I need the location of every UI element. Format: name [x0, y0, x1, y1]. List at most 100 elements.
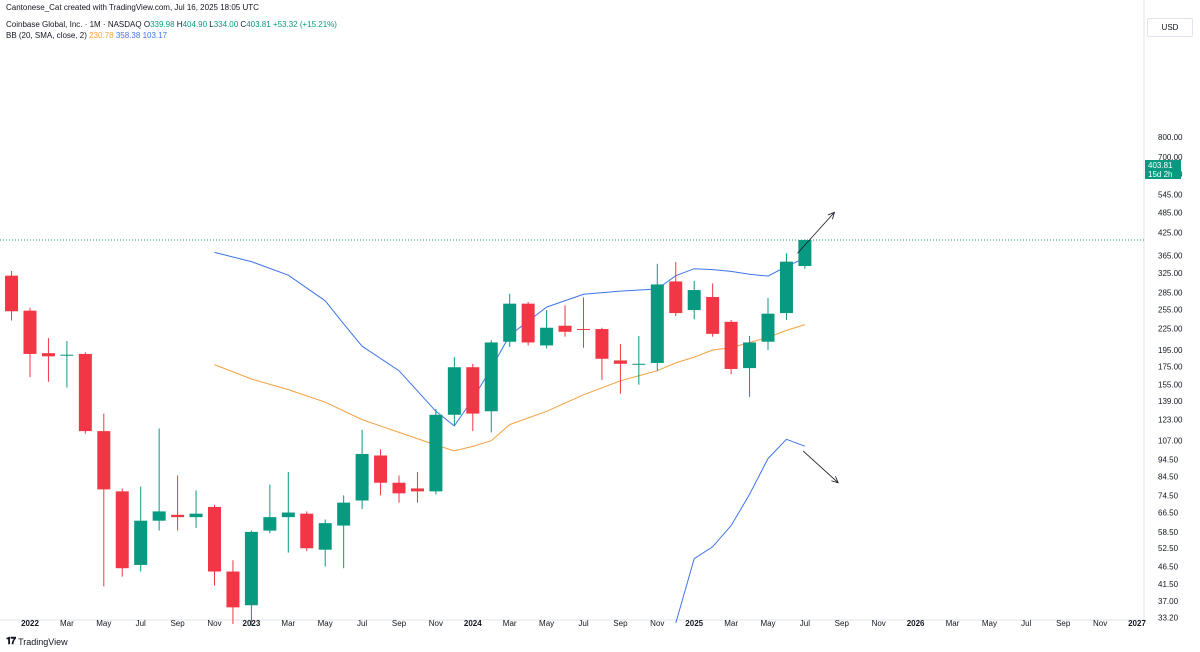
y-tick-label: 365.00: [1158, 251, 1183, 260]
candle-body[interactable]: [281, 512, 295, 518]
y-tick-label: 255.00: [1158, 305, 1183, 314]
y-tick-label: 107.00: [1158, 437, 1183, 446]
candle-body[interactable]: [152, 511, 166, 521]
candle-body[interactable]: [60, 354, 74, 356]
x-tick-label: May: [760, 619, 775, 628]
candle-body[interactable]: [503, 303, 517, 342]
y-tick-label: 425.00: [1158, 228, 1183, 237]
tradingview-logo[interactable]: 𝟏𝟕 TradingView: [6, 636, 68, 647]
change-value: +53.32 (+15.21%): [272, 20, 337, 29]
ohlc-legend: Coinbase Global, Inc. · 1M · NASDAQ O339…: [6, 20, 337, 29]
y-tick-label: 139.00: [1158, 397, 1183, 406]
candle-body[interactable]: [706, 296, 720, 334]
candle-body[interactable]: [189, 513, 203, 518]
x-tick-label: 2024: [464, 619, 482, 628]
candle-body[interactable]: [447, 367, 461, 415]
candle-body[interactable]: [226, 571, 240, 608]
high-value: 404.90: [182, 20, 208, 29]
y-tick-label: 33.20: [1158, 613, 1179, 622]
candle-body[interactable]: [466, 367, 480, 414]
candle-body[interactable]: [78, 353, 92, 432]
tradingview-logo-icon: 𝟏𝟕: [6, 636, 16, 647]
currency-button[interactable]: USD: [1147, 18, 1193, 37]
candle-body[interactable]: [97, 431, 111, 490]
candle-body[interactable]: [429, 414, 443, 492]
candle-body[interactable]: [558, 325, 572, 332]
candle-body[interactable]: [41, 353, 55, 357]
y-tick-label: 325.00: [1158, 269, 1183, 278]
candle-body[interactable]: [540, 327, 554, 346]
y-tick-label: 800.00: [1158, 133, 1183, 142]
candle-body[interactable]: [134, 520, 148, 565]
candle-body[interactable]: [355, 453, 369, 501]
indicator-name[interactable]: BB (20, SMA, close, 2): [6, 31, 87, 40]
y-tick-label: 700.00: [1158, 153, 1183, 162]
x-tick-label: Sep: [613, 619, 628, 628]
symbol-name[interactable]: Coinbase Global, Inc. · 1M · NASDAQ: [6, 20, 142, 29]
x-tick-label: May: [318, 619, 333, 628]
y-tick-label: 545.00: [1158, 191, 1183, 200]
x-tick-label: Mar: [724, 619, 738, 628]
annotation-arrow-line[interactable]: [802, 450, 839, 484]
last-price-value: 403.81: [1148, 161, 1173, 170]
indicator-legend: BB (20, SMA, close, 2) 230.78 358.38 103…: [6, 31, 167, 40]
x-tick-label: May: [982, 619, 997, 628]
x-tick-label: May: [96, 619, 111, 628]
y-tick-label: 123.00: [1158, 416, 1183, 425]
candle-body[interactable]: [577, 329, 590, 331]
candle-body[interactable]: [595, 329, 609, 359]
last-price-tag: 403.81 15d 2h: [1145, 160, 1181, 179]
y-tick-label: 285.00: [1158, 289, 1183, 298]
candle-body[interactable]: [798, 240, 812, 267]
bb-lower-line: [675, 438, 806, 624]
candle-body[interactable]: [669, 281, 683, 314]
x-tick-label: Sep: [835, 619, 850, 628]
candle-body[interactable]: [318, 523, 332, 550]
annotation-arrow-line[interactable]: [797, 212, 835, 254]
candle-body[interactable]: [632, 363, 646, 365]
candle-body[interactable]: [687, 290, 701, 311]
candle-body[interactable]: [5, 275, 19, 312]
x-tick-label: Mar: [60, 619, 74, 628]
bb-basis-value: 230.78: [89, 31, 114, 40]
candle-body[interactable]: [650, 284, 664, 363]
candle-body[interactable]: [263, 517, 277, 531]
x-tick-label: 2022: [21, 619, 39, 628]
candle-body[interactable]: [613, 360, 627, 364]
y-tick-label: 155.00: [1158, 381, 1183, 390]
y-tick-label: 46.50: [1158, 563, 1179, 572]
candle-body[interactable]: [484, 342, 498, 412]
y-tick-label: 485.00: [1158, 208, 1183, 217]
candle-body[interactable]: [337, 502, 351, 526]
y-tick-label: 66.50: [1158, 509, 1179, 518]
x-tick-label: Jul: [800, 619, 810, 628]
y-tick-label: 58.50: [1158, 528, 1179, 537]
x-tick-label: Sep: [170, 619, 185, 628]
candle-body[interactable]: [521, 303, 535, 343]
x-tick-label: Mar: [503, 619, 517, 628]
candle-body[interactable]: [410, 488, 424, 492]
close-value: 403.81: [246, 20, 271, 29]
x-tick-label: Nov: [429, 619, 443, 628]
candle-body[interactable]: [743, 342, 757, 369]
y-tick-label: 195.00: [1158, 346, 1183, 355]
bb-lower-value: 103.17: [142, 31, 168, 40]
y-tick-label: 94.50: [1158, 455, 1179, 464]
x-tick-label: Nov: [872, 619, 886, 628]
y-tick-label: 52.50: [1158, 544, 1179, 553]
candle-body[interactable]: [171, 514, 185, 518]
x-tick-label: Sep: [1056, 619, 1071, 628]
candle-body[interactable]: [208, 506, 221, 572]
candle-body[interactable]: [374, 455, 388, 483]
candle-body[interactable]: [244, 531, 258, 606]
x-tick-label: Jul: [578, 619, 588, 628]
candle-body[interactable]: [779, 261, 793, 314]
x-tick-label: 2027: [1128, 619, 1146, 628]
candle-body[interactable]: [300, 513, 314, 549]
candle-body[interactable]: [392, 482, 406, 494]
candle-body[interactable]: [23, 310, 37, 354]
candle-body[interactable]: [115, 491, 129, 569]
candle-body[interactable]: [761, 313, 775, 342]
candle-body[interactable]: [724, 321, 738, 369]
